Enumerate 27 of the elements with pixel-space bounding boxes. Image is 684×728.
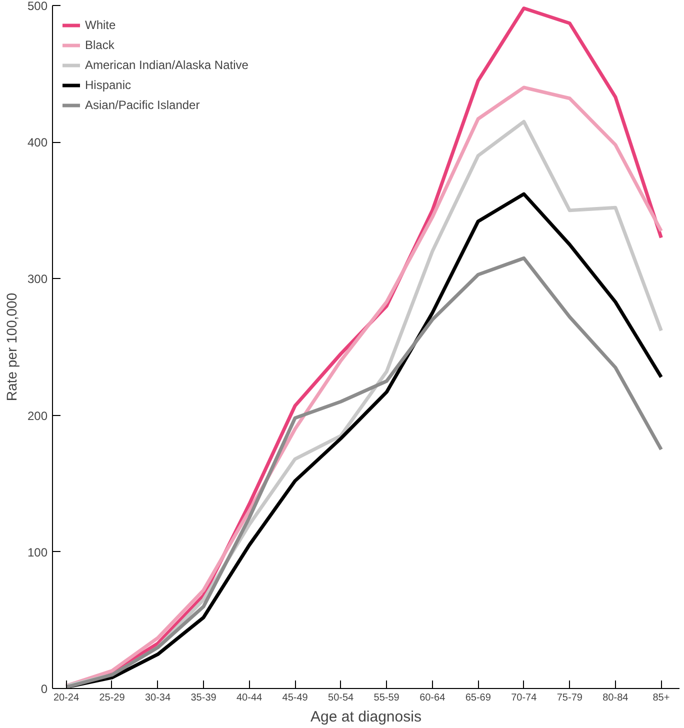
legend-label: Black <box>85 38 114 52</box>
x-tick-label: 70-74 <box>511 692 538 704</box>
x-tick-label: 45-49 <box>282 692 308 704</box>
legend-label: American Indian/Alaska Native <box>85 58 248 72</box>
x-tick-label: 65-69 <box>465 692 492 704</box>
x-tick-label: 50-54 <box>328 692 354 704</box>
x-axis-title: Age at diagnosis <box>310 708 422 726</box>
y-tick-label: 200 <box>27 408 48 423</box>
x-tick-label: 35-39 <box>190 692 217 704</box>
x-tick-label: 60-64 <box>420 692 446 704</box>
y-axis-title: Rate per 100,000 <box>3 292 20 402</box>
legend-label: Hispanic <box>85 78 132 92</box>
y-tick-label: 500 <box>27 0 48 13</box>
y-tick-label: 100 <box>27 545 48 560</box>
legend-label: White <box>85 18 116 32</box>
y-tick-label: 0 <box>40 682 48 696</box>
legend-label: Asian/Pacific Islander <box>85 98 200 112</box>
x-tick-label: 85+ <box>652 692 670 704</box>
x-tick-label: 55-59 <box>374 692 400 704</box>
x-tick-label: 40-44 <box>236 692 263 704</box>
x-tick-label: 75-79 <box>556 692 583 704</box>
x-tick-label: 30-34 <box>144 692 171 704</box>
x-tick-label: 25-29 <box>99 692 126 704</box>
x-tick-label: 20-24 <box>53 692 80 704</box>
y-tick-label: 300 <box>27 272 48 286</box>
y-tick-label: 400 <box>27 136 48 150</box>
x-tick-label: 80-84 <box>602 692 629 704</box>
